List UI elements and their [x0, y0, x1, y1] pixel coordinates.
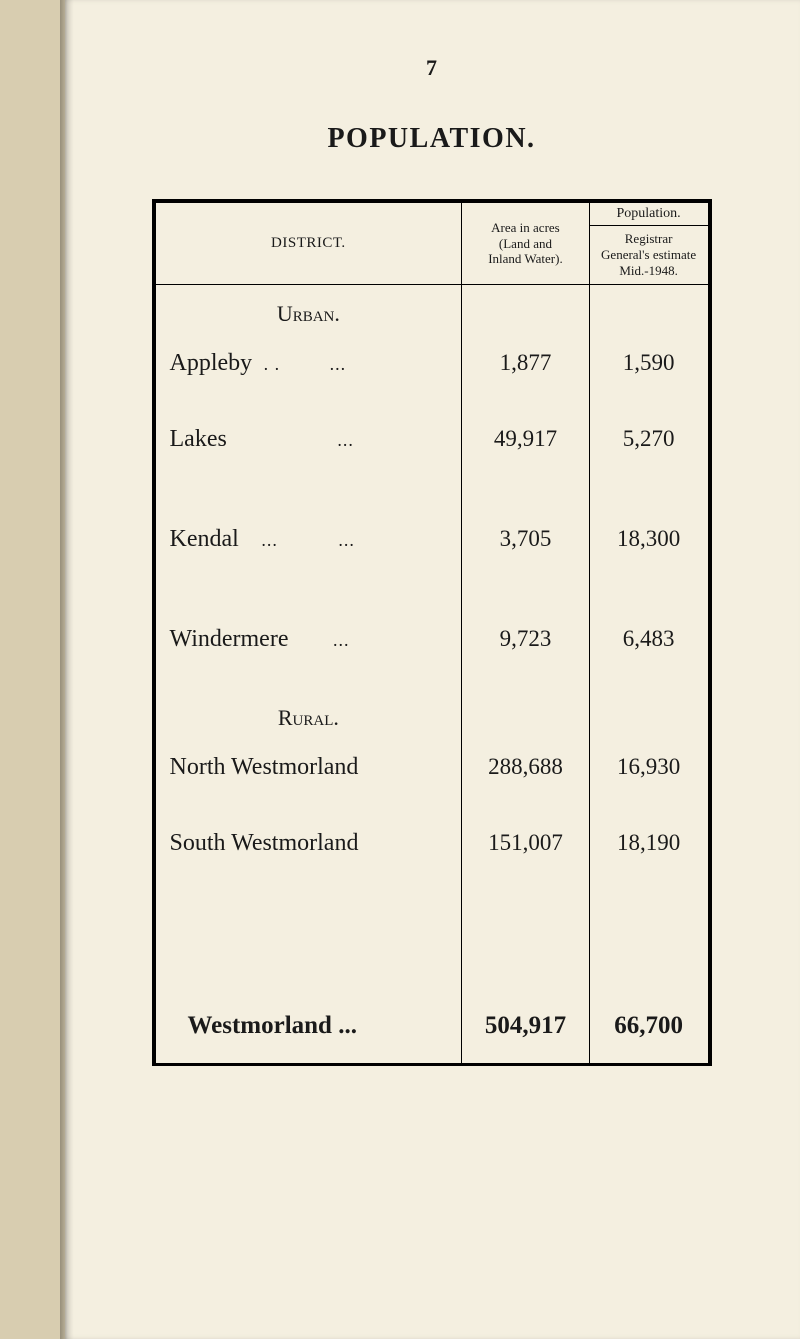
total-pop: 66,700: [589, 989, 709, 1065]
district-cell: Windermere ...: [154, 589, 462, 689]
table-row: Lakes ... 49,917 5,270: [154, 389, 710, 489]
total-area: 504,917: [462, 989, 589, 1065]
table-row: North Westmorland 288,688 16,930: [154, 741, 710, 793]
population-super-header: Population.: [589, 201, 709, 226]
area-cell: 49,917: [462, 389, 589, 489]
pop-cell: 5,270: [589, 389, 709, 489]
pop-cell: 6,483: [589, 589, 709, 689]
pop-cell: 16,930: [589, 741, 709, 793]
rural-label: Rural.: [154, 689, 462, 741]
area-cell: 288,688: [462, 741, 589, 793]
area-cell: 151,007: [462, 793, 589, 893]
district-name: South Westmorland: [170, 830, 359, 856]
pop-cell: 18,300: [589, 489, 709, 589]
table-row: Appleby . . ... 1,877 1,590: [154, 337, 710, 389]
population-table: DISTRICT. Area in acres (Land and Inland…: [152, 199, 712, 1066]
district-name: Lakes: [170, 426, 227, 452]
table-row: Kendal ... ... 3,705 18,300: [154, 489, 710, 589]
dots: ... ...: [245, 530, 355, 550]
district-name: North Westmorland: [170, 754, 359, 780]
document-page: 7 POPULATION. DISTRICT. Area in acres (L…: [65, 0, 800, 1339]
dots: ...: [233, 430, 354, 450]
area-cell: 1,877: [462, 337, 589, 389]
district-header-text: DISTRICT.: [156, 235, 462, 252]
district-cell: North Westmorland: [154, 741, 462, 793]
district-name: Kendal: [170, 526, 239, 552]
district-name: Appleby: [170, 350, 253, 376]
page-content: 7 POPULATION. DISTRICT. Area in acres (L…: [65, 0, 800, 1066]
page-title: POPULATION.: [143, 123, 720, 155]
district-name: Windermere: [170, 626, 289, 652]
district-cell: South Westmorland: [154, 793, 462, 893]
district-cell: Appleby . . ...: [154, 337, 462, 389]
table-row: South Westmorland 151,007 18,190: [154, 793, 710, 893]
table-header-row-1: DISTRICT. Area in acres (Land and Inland…: [154, 201, 710, 226]
total-label: Westmorland ...: [154, 989, 462, 1065]
district-cell: Kendal ... ...: [154, 489, 462, 589]
urban-label: Urban.: [154, 285, 462, 338]
total-row: Westmorland ... 504,917 66,700: [154, 989, 710, 1065]
dots: . . ...: [258, 354, 346, 374]
dots: ...: [294, 630, 349, 650]
area-cell: 3,705: [462, 489, 589, 589]
area-header-text: Area in acres (Land and Inland Water).: [462, 216, 588, 272]
col-header-area: Area in acres (Land and Inland Water).: [462, 201, 589, 284]
section-heading-rural: Rural.: [154, 689, 710, 741]
pop-cell: 18,190: [589, 793, 709, 893]
pop-cell: 1,590: [589, 337, 709, 389]
registrar-header-text: Registrar General's estimate Mid.-1948.: [590, 227, 708, 283]
spacer-row: [154, 893, 710, 989]
area-cell: 9,723: [462, 589, 589, 689]
page-number: 7: [143, 55, 720, 81]
col-header-registrar: Registrar General's estimate Mid.-1948.: [589, 226, 709, 285]
section-heading-urban: Urban.: [154, 285, 710, 338]
table-row: Windermere ... 9,723 6,483: [154, 589, 710, 689]
col-header-district: DISTRICT.: [154, 201, 462, 284]
district-cell: Lakes ...: [154, 389, 462, 489]
